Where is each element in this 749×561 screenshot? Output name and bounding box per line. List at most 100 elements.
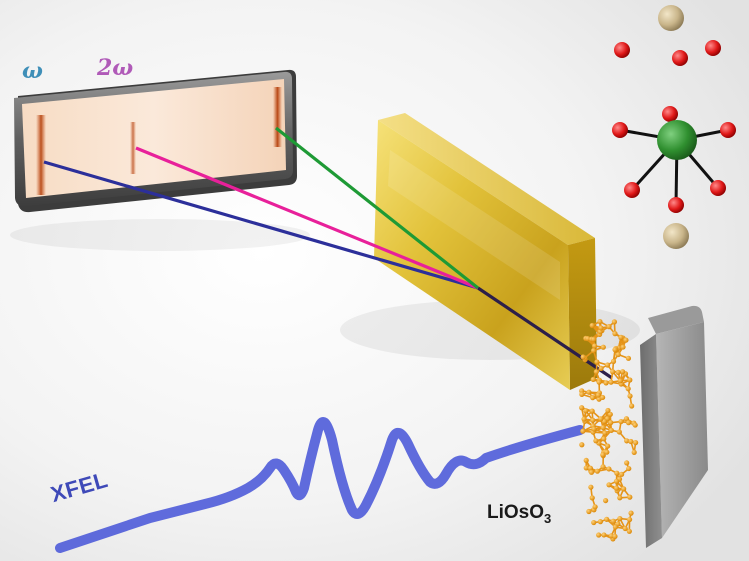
detector-screen [14,69,297,213]
nanostructure-atom [623,416,630,422]
nanostructure-atom [592,504,598,510]
oxygen-atom [720,122,736,138]
nanostructure-atom [589,408,595,414]
nanostructure-atom [589,322,595,329]
nanostructure-atom [625,420,632,426]
nanostructure-atom [616,429,622,435]
beam-paths [43,126,613,380]
molecule-model [612,5,736,249]
nanostructure-atom [588,469,595,475]
sample-slab [640,305,708,548]
nanostructure-atom [583,408,589,414]
sample-formula-subscript: 3 [544,511,552,526]
nanostructure-atom [591,519,597,526]
nanostructure-atom [594,359,600,365]
nanostructure-atom [625,386,631,392]
nanostructure-atom [590,395,596,401]
nanostructure-atom [612,331,618,337]
two-omega-label: 2ω [97,55,134,81]
oxygen-atom [672,50,688,66]
nanostructure-atom [604,362,611,368]
nanostructure-atom [619,471,625,477]
nanostructure-atom [627,393,633,399]
nanostructure-atom [586,508,592,515]
nanostructure-atom [632,422,638,428]
nanostructure-atom [586,389,592,395]
nanostructure-atom [617,515,623,522]
nanostructure-atom [613,478,620,484]
nanostructure-atom [615,351,621,358]
nanostructure-atom [620,369,626,375]
nanostructure-atom [593,369,599,375]
nanostructure-atom [622,525,628,532]
nanostructure-atom [629,403,635,409]
nanostructure-atom [613,485,620,491]
nanostructure-atom [596,379,602,385]
nanostructure-atom [593,438,599,444]
oxygen-atom [705,40,721,56]
nanostructure-atom [601,436,607,442]
sample-formula-base: LiOsO [487,502,545,523]
nanostructure-atom [611,319,618,325]
nanostructure-atom [618,334,624,340]
lioso3-nanostructure [579,318,639,542]
nanostructure-atom [626,516,633,523]
nanostructure-atom [585,336,591,342]
nanostructure-atom [606,324,612,330]
nanostructure-atom [607,411,613,417]
omega-streak [36,115,46,195]
oxygen-atom [668,197,684,213]
nanostructure-atom [603,497,609,504]
sample-label: LiOsO3 [487,502,551,526]
nanostructure-atom [600,394,606,401]
oxygen-atom [624,182,640,198]
nanostructure-atom [589,495,595,501]
nanostructure-atom [594,468,600,474]
incident-beam [477,286,613,380]
lithium-atom [658,5,684,31]
nanostructure-atom [624,460,630,466]
nanostructure-atom [612,524,619,530]
nanostructure-atom [581,416,587,422]
nanostructure-atom [600,452,606,458]
nanostructure-atom [615,369,621,375]
nanostructure-atom [604,516,610,522]
nanostructure-atom [579,391,585,397]
nanostructure-atom [610,358,617,364]
nanostructure-atom [605,443,611,449]
fundamental-beam [43,160,479,290]
nanostructure-atom [633,440,639,446]
green-streak [273,87,282,147]
nanostructure-atom [600,424,606,431]
green-beam [275,126,479,290]
oxygen-atom [614,42,630,58]
nanostructure-atom [579,442,585,448]
nanostructure-atom [583,457,589,464]
nanostructure-atom [600,344,606,350]
nanostructure-atom [628,438,634,445]
nanostructure-atom [627,377,633,383]
nanostructure-atom [617,495,623,501]
nanostructure-atom [595,392,601,398]
nanostructure-atom [597,519,603,525]
xfel-wave [55,417,585,553]
oxygen-atom [710,180,726,196]
nanostructure-atom [583,465,589,471]
nanostructure-atom [608,420,614,426]
nanostructure-atom [624,438,630,444]
nanostructure-atom [591,426,597,432]
nanostructure-atom [592,343,598,349]
osmium-atom [657,120,697,160]
nanostructure-atom [620,344,626,350]
nanostructure-atom [579,405,585,411]
nanostructure-atom [590,348,597,354]
nanostructure-atom [627,494,633,500]
nanostructure-atom [587,465,594,471]
nanostructure-atom [601,532,607,538]
nanostructure-atom [596,532,602,538]
nanostructure-atom [598,325,604,331]
nanostructure-atom [590,376,596,383]
nanostructure-atom [605,407,611,414]
nanostructure-atom [617,378,623,384]
